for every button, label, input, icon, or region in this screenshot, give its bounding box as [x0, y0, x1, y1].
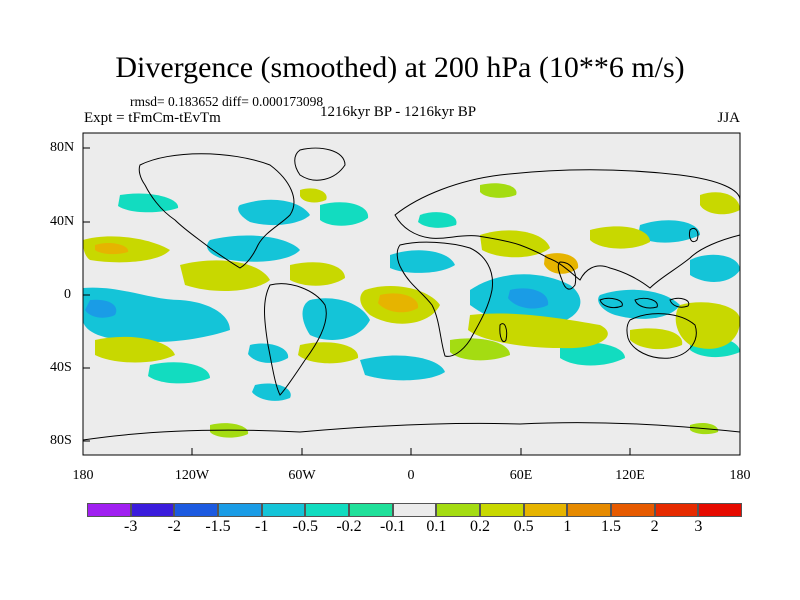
season-label: JJA	[717, 110, 740, 126]
field-blobs	[83, 183, 740, 438]
coastline	[82, 422, 741, 441]
coastline	[138, 153, 295, 269]
field-blob	[238, 199, 310, 226]
colorbar-swatch	[392, 503, 437, 517]
lat-label-80s: 80S	[50, 433, 72, 448]
coastline	[264, 283, 327, 396]
field-blob	[290, 262, 345, 286]
field-blob	[248, 343, 289, 363]
coastline	[294, 147, 346, 181]
coastline	[394, 169, 741, 289]
field-blob	[630, 328, 683, 350]
colorbar-swatch	[436, 503, 480, 517]
colorbar-swatch	[479, 503, 524, 517]
field-blob	[85, 299, 117, 318]
field-blob	[560, 342, 625, 366]
coastline	[499, 323, 508, 343]
field-blob	[207, 235, 300, 262]
lon-label-0: 0	[407, 468, 415, 483]
field-blob	[450, 338, 510, 361]
field-blob	[378, 293, 419, 313]
coastline	[557, 261, 577, 290]
field-blob	[508, 288, 549, 309]
colorbar-label: 2	[650, 518, 659, 535]
field-blob	[390, 250, 455, 273]
colorbar-swatch	[217, 503, 262, 517]
field-blob	[252, 383, 291, 401]
colorbar	[87, 503, 742, 517]
field-blob	[148, 362, 210, 384]
field-blob	[598, 289, 680, 319]
field-blob	[468, 313, 608, 349]
colorbar-label: -1.5	[205, 518, 231, 535]
lat-ticks	[83, 147, 90, 442]
field-blob	[480, 183, 517, 198]
field-blob	[638, 220, 700, 243]
field-blob	[118, 193, 179, 213]
colorbar-label: 0.1	[426, 518, 447, 535]
colorbar-swatch	[348, 503, 393, 517]
colorbar-label: 1.5	[601, 518, 621, 535]
colorbar-label: -0.5	[292, 518, 318, 535]
field-blob	[690, 254, 740, 282]
colorbar-label: -3	[123, 518, 138, 535]
colorbar-swatch	[305, 503, 349, 517]
colorbar-label: 1	[563, 518, 572, 535]
field-blob	[418, 212, 457, 228]
colorbar-labels: -3 -2 -1.5 -1 -0.5 -0.2 -0.1 0.1 0.2 0.5 1 1.5 2 3	[87, 518, 742, 538]
field-blob	[544, 253, 579, 274]
lat-label-40s: 40S	[50, 360, 72, 375]
colorbar-swatch	[130, 503, 175, 517]
colorbar-label: -1	[254, 518, 269, 535]
colorbar-label: 0.5	[513, 518, 534, 535]
colorbar-label: -2	[167, 518, 181, 535]
colorbar-label: -0.2	[336, 518, 362, 535]
lon-label-120e: 120E	[615, 468, 645, 483]
field-blob	[675, 302, 740, 349]
field-blob	[83, 287, 230, 342]
field-blob	[95, 242, 129, 255]
lat-label-40n: 40N	[50, 214, 75, 229]
lon-ticks	[191, 448, 631, 455]
field-blob	[298, 342, 359, 364]
coastlines	[82, 147, 741, 441]
field-blob	[320, 202, 369, 226]
colorbar-swatch	[567, 503, 611, 517]
map-title: Divergence (smoothed) at 200 hPa (10**6 …	[115, 51, 685, 84]
experiment-label: Expt = tFmCm-tEvTm	[84, 110, 221, 126]
coastline	[626, 313, 697, 359]
lon-label-60e: 60E	[509, 468, 533, 483]
period-label: 1216kyr BP - 1216kyr BP	[320, 104, 477, 120]
lon-label-180w: 180	[72, 468, 94, 483]
colorbar-label: 0.2	[470, 518, 490, 535]
field-blob	[300, 188, 327, 203]
colorbar-swatch	[261, 503, 306, 517]
lon-label-180e: 180	[729, 468, 751, 483]
lon-label-60w: 60W	[288, 468, 316, 483]
field-blob	[590, 226, 650, 249]
lon-label-120w: 120W	[174, 468, 210, 483]
colorbar-swatch	[654, 503, 699, 517]
colorbar-swatch	[174, 503, 218, 517]
colorbar-label: 3	[694, 518, 703, 535]
coastline	[396, 241, 494, 357]
lat-label-80n: 80N	[50, 140, 75, 155]
field-blob	[700, 192, 740, 215]
field-blob	[302, 298, 370, 340]
lat-label-eq: 0	[64, 287, 71, 302]
colorbar-swatch	[698, 503, 742, 517]
colorbar-label: -0.1	[379, 518, 406, 535]
field-blob	[95, 336, 175, 363]
colorbar-swatch	[610, 503, 655, 517]
colorbar-swatch	[87, 503, 131, 517]
coastline	[599, 297, 690, 309]
field-blob	[180, 260, 270, 292]
colorbar-swatch	[523, 503, 568, 517]
stats-text: rmsd= 0.183652 diff= 0.000173098	[130, 94, 324, 109]
coastline	[689, 227, 699, 243]
field-blob	[360, 355, 445, 381]
